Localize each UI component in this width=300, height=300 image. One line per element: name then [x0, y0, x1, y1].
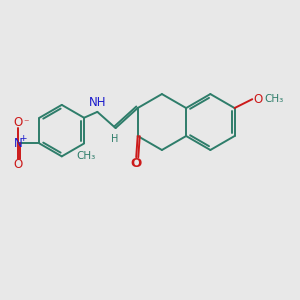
Text: O: O — [130, 157, 142, 170]
Text: O: O — [14, 116, 23, 129]
Text: H: H — [111, 134, 119, 144]
Text: N: N — [14, 137, 23, 150]
Text: CH₃: CH₃ — [265, 94, 284, 104]
Text: NH: NH — [88, 96, 106, 109]
Text: ⁻: ⁻ — [23, 118, 29, 128]
Text: +: + — [20, 134, 27, 143]
Text: O: O — [254, 93, 263, 106]
Text: O: O — [14, 158, 23, 171]
Text: CH₃: CH₃ — [76, 151, 95, 161]
